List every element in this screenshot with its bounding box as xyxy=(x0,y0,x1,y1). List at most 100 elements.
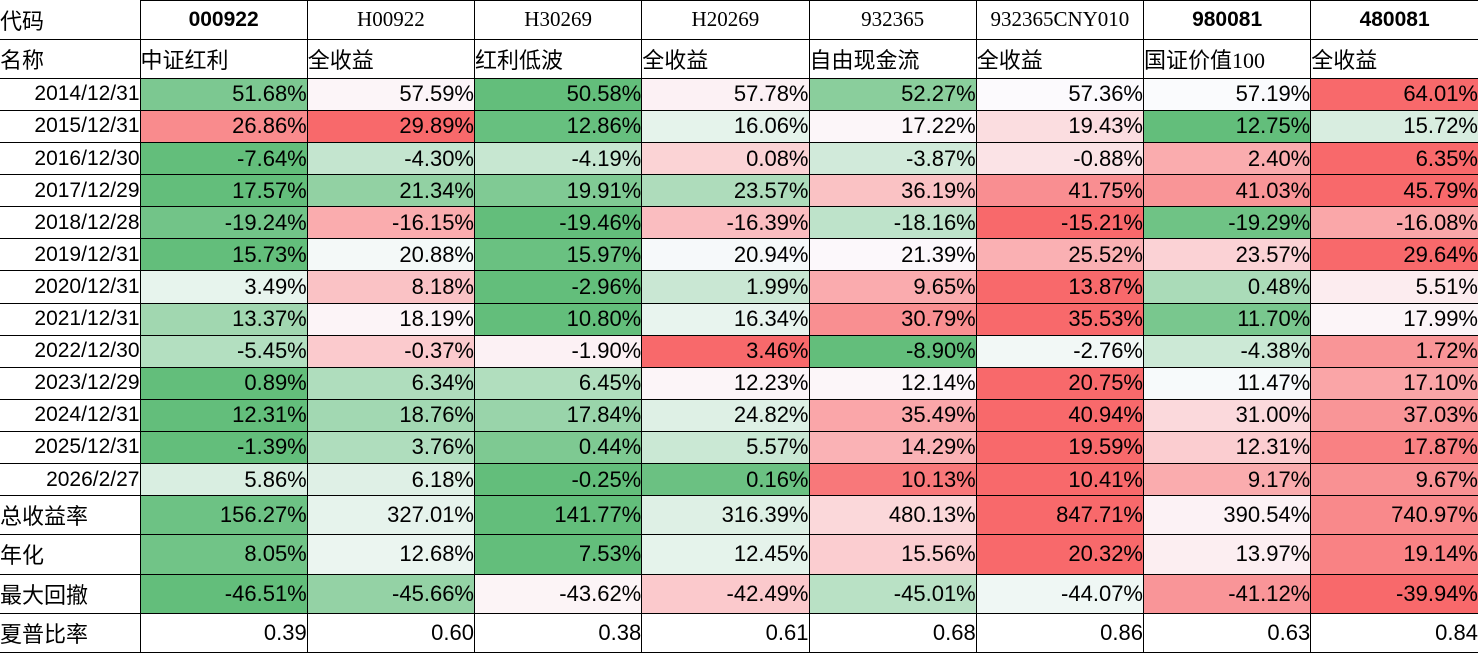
value-cell[interactable]: 0.39 xyxy=(139,612,308,653)
value-cell[interactable]: 316.39% xyxy=(641,495,810,536)
value-cell[interactable]: 6.34% xyxy=(306,366,476,400)
value-cell[interactable]: 41.75% xyxy=(975,174,1145,208)
value-cell[interactable]: -16.39% xyxy=(641,206,810,240)
value-cell[interactable]: 19.59% xyxy=(975,430,1145,464)
value-cell[interactable]: 57.59% xyxy=(306,77,476,111)
value-cell[interactable]: -39.94% xyxy=(1310,573,1478,614)
value-cell[interactable]: 25.52% xyxy=(975,238,1145,272)
value-cell[interactable]: 10.41% xyxy=(975,462,1145,497)
value-cell[interactable]: 11.47% xyxy=(1142,366,1312,400)
value-cell[interactable]: 30.79% xyxy=(808,302,977,336)
code-header-cell[interactable]: H20269 xyxy=(641,0,810,40)
index-name-cell[interactable]: 全收益 xyxy=(975,38,1145,79)
value-cell[interactable]: 0.44% xyxy=(473,430,643,464)
value-cell[interactable]: -7.64% xyxy=(139,142,308,176)
code-header-cell[interactable]: 932365 xyxy=(808,0,977,40)
row-label-cell[interactable]: 2024/12/31 xyxy=(0,398,141,432)
value-cell[interactable]: 0.08% xyxy=(641,142,810,176)
value-cell[interactable]: -45.01% xyxy=(808,573,977,614)
index-name-cell[interactable]: 全收益 xyxy=(641,38,810,79)
code-header-cell[interactable]: 980081 xyxy=(1142,0,1312,40)
value-cell[interactable]: 40.94% xyxy=(975,398,1145,432)
value-cell[interactable]: -0.37% xyxy=(306,334,476,368)
value-cell[interactable]: 13.37% xyxy=(139,302,308,336)
value-cell[interactable]: 3.46% xyxy=(641,334,810,368)
value-cell[interactable]: 18.19% xyxy=(306,302,476,336)
value-cell[interactable]: 8.18% xyxy=(306,270,476,304)
value-cell[interactable]: 17.57% xyxy=(139,174,308,208)
value-cell[interactable]: 0.38 xyxy=(473,612,643,653)
value-cell[interactable]: 12.14% xyxy=(808,366,977,400)
value-cell[interactable]: 0.68 xyxy=(808,612,977,653)
value-cell[interactable]: -3.87% xyxy=(808,142,977,176)
value-cell[interactable]: 740.97% xyxy=(1310,495,1478,536)
value-cell[interactable]: 156.27% xyxy=(139,495,308,536)
value-cell[interactable]: 9.65% xyxy=(808,270,977,304)
value-cell[interactable]: 31.00% xyxy=(1142,398,1312,432)
value-cell[interactable]: 51.68% xyxy=(139,77,308,111)
value-cell[interactable]: -2.96% xyxy=(473,270,643,304)
value-cell[interactable]: 0.16% xyxy=(641,462,810,497)
value-cell[interactable]: 17.84% xyxy=(473,398,643,432)
value-cell[interactable]: 17.22% xyxy=(808,109,977,144)
value-cell[interactable]: 52.27% xyxy=(808,77,977,111)
value-cell[interactable]: 17.87% xyxy=(1310,430,1478,464)
value-cell[interactable]: 13.97% xyxy=(1142,534,1312,575)
value-cell[interactable]: 6.18% xyxy=(306,462,476,497)
value-cell[interactable]: 327.01% xyxy=(306,495,476,536)
row-label-cell[interactable]: 2015/12/31 xyxy=(0,109,141,144)
value-cell[interactable]: 17.99% xyxy=(1310,302,1478,336)
value-cell[interactable]: 35.53% xyxy=(975,302,1145,336)
value-cell[interactable]: 19.14% xyxy=(1310,534,1478,575)
value-cell[interactable]: 1.99% xyxy=(641,270,810,304)
row-label-cell[interactable]: 2022/12/30 xyxy=(0,334,141,368)
value-cell[interactable]: -2.76% xyxy=(975,334,1145,368)
value-cell[interactable]: 12.86% xyxy=(473,109,643,144)
value-cell[interactable]: 23.57% xyxy=(1142,238,1312,272)
value-cell[interactable]: 13.87% xyxy=(975,270,1145,304)
value-cell[interactable]: 14.29% xyxy=(808,430,977,464)
value-cell[interactable]: 26.86% xyxy=(139,109,308,144)
value-cell[interactable]: -1.39% xyxy=(139,430,308,464)
value-cell[interactable]: 21.39% xyxy=(808,238,977,272)
value-cell[interactable]: 10.80% xyxy=(473,302,643,336)
value-cell[interactable]: -19.29% xyxy=(1142,206,1312,240)
value-cell[interactable]: 847.71% xyxy=(975,495,1145,536)
value-cell[interactable]: -46.51% xyxy=(139,573,308,614)
value-cell[interactable]: 24.82% xyxy=(641,398,810,432)
row-label-cell[interactable]: 2016/12/30 xyxy=(0,142,141,176)
row-label-cell[interactable]: 2018/12/28 xyxy=(0,206,141,240)
value-cell[interactable]: 390.54% xyxy=(1142,495,1312,536)
row-label-cell[interactable]: 2021/12/31 xyxy=(0,302,141,336)
index-name-cell[interactable]: 自由现金流 xyxy=(808,38,977,79)
value-cell[interactable]: 21.34% xyxy=(306,174,476,208)
row-label-cell[interactable]: 2014/12/31 xyxy=(0,77,141,111)
value-cell[interactable]: 0.60 xyxy=(306,612,476,653)
value-cell[interactable]: 15.97% xyxy=(473,238,643,272)
index-name-cell[interactable]: 全收益 xyxy=(1310,38,1478,79)
index-name-cell[interactable]: 红利低波 xyxy=(473,38,643,79)
value-cell[interactable]: 8.05% xyxy=(139,534,308,575)
value-cell[interactable]: -1.90% xyxy=(473,334,643,368)
value-cell[interactable]: -19.24% xyxy=(139,206,308,240)
value-cell[interactable]: 141.77% xyxy=(473,495,643,536)
value-cell[interactable]: -4.19% xyxy=(473,142,643,176)
value-cell[interactable]: 20.94% xyxy=(641,238,810,272)
value-cell[interactable]: 20.88% xyxy=(306,238,476,272)
value-cell[interactable]: 15.73% xyxy=(139,238,308,272)
code-header-cell[interactable]: H30269 xyxy=(473,0,643,40)
value-cell[interactable]: 12.23% xyxy=(641,366,810,400)
value-cell[interactable]: 29.64% xyxy=(1310,238,1478,272)
value-cell[interactable]: 12.75% xyxy=(1142,109,1312,144)
value-cell[interactable]: 7.53% xyxy=(473,534,643,575)
value-cell[interactable]: -0.88% xyxy=(975,142,1145,176)
value-cell[interactable]: 15.56% xyxy=(808,534,977,575)
row-label-cell[interactable]: 年化 xyxy=(0,534,141,575)
value-cell[interactable]: -41.12% xyxy=(1142,573,1312,614)
value-cell[interactable]: 41.03% xyxy=(1142,174,1312,208)
name-row-label[interactable]: 名称 xyxy=(0,38,141,79)
value-cell[interactable]: 11.70% xyxy=(1142,302,1312,336)
row-label-cell[interactable]: 2020/12/31 xyxy=(0,270,141,304)
value-cell[interactable]: 9.17% xyxy=(1142,462,1312,497)
value-cell[interactable]: 10.13% xyxy=(808,462,977,497)
